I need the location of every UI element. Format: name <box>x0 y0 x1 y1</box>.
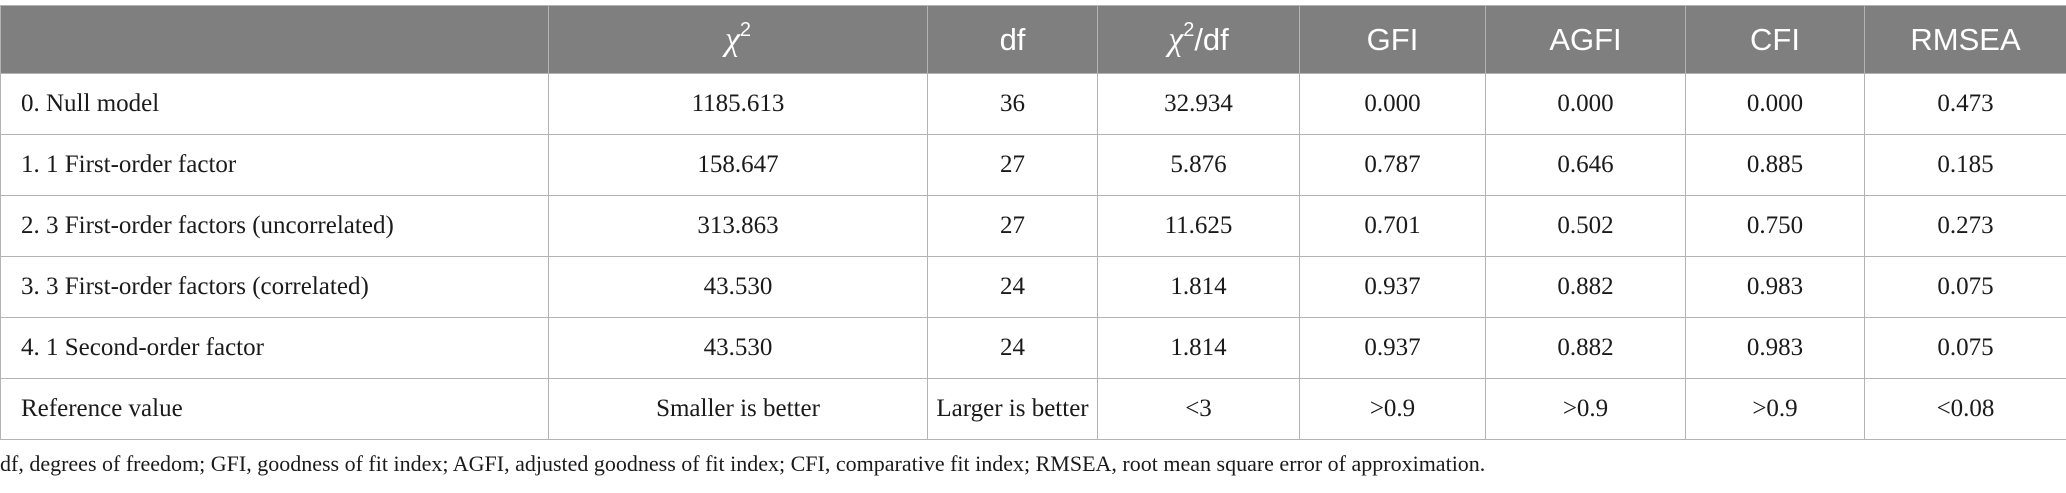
row-label: 1. 1 First-order factor <box>0 134 549 196</box>
chi-superscript: 2 <box>1183 19 1195 42</box>
cell-rmsea: 0.185 <box>1864 134 2066 196</box>
row-label: Reference value <box>0 378 549 440</box>
chi-superscript: 2 <box>739 19 752 42</box>
table-row: 0. Null model 1185.613 36 32.934 0.000 0… <box>0 73 2066 135</box>
row-label: 2. 3 First-order factors (uncorrelated) <box>0 195 549 257</box>
cell-chi-square-df: 1.814 <box>1097 256 1300 318</box>
cell-chi-square-df: 11.625 <box>1097 195 1300 257</box>
cell-chi-square-df: 32.934 <box>1097 73 1300 135</box>
cell-chi-square: Smaller is better <box>548 378 928 440</box>
header-chi-square-df: χ2/df <box>1097 5 1300 74</box>
reference-row: Reference value Smaller is better Larger… <box>0 378 2066 440</box>
cell-chi-square-df: <3 <box>1097 378 1300 440</box>
cell-agfi: 0.000 <box>1485 73 1686 135</box>
cell-rmsea: <0.08 <box>1864 378 2066 440</box>
cell-chi-square: 43.530 <box>548 317 928 379</box>
cell-cfi: >0.9 <box>1685 378 1865 440</box>
cell-agfi: 0.882 <box>1485 256 1686 318</box>
cell-cfi: 0.750 <box>1685 195 1865 257</box>
row-label: 4. 1 Second-order factor <box>0 317 549 379</box>
row-label: 3. 3 First-order factors (correlated) <box>0 256 549 318</box>
model-fit-table: χ2 df χ2/df GFI AGFI CFI RMSEA 0. Null m… <box>0 5 2066 440</box>
cell-chi-square: 313.863 <box>548 195 928 257</box>
table-row: 3. 3 First-order factors (correlated) 43… <box>0 256 2066 318</box>
cell-cfi: 0.885 <box>1685 134 1865 196</box>
cell-agfi: 0.502 <box>1485 195 1686 257</box>
header-df: df <box>927 5 1098 74</box>
cell-chi-square: 158.647 <box>548 134 928 196</box>
ratio-suffix: /df <box>1194 21 1229 57</box>
cell-df: 27 <box>927 134 1098 196</box>
cell-df: 27 <box>927 195 1098 257</box>
header-agfi: AGFI <box>1485 5 1686 74</box>
cell-gfi: 0.701 <box>1299 195 1486 257</box>
cell-chi-square-df: 1.814 <box>1097 317 1300 379</box>
table-row: 2. 3 First-order factors (uncorrelated) … <box>0 195 2066 257</box>
cell-df: 24 <box>927 256 1098 318</box>
cell-agfi: 0.646 <box>1485 134 1686 196</box>
cell-gfi: 0.937 <box>1299 317 1486 379</box>
chi-symbol: χ <box>1168 20 1184 58</box>
row-label: 0. Null model <box>0 73 549 135</box>
cell-gfi: 0.937 <box>1299 256 1486 318</box>
cell-cfi: 0.983 <box>1685 317 1865 379</box>
cell-gfi: 0.000 <box>1299 73 1486 135</box>
cell-rmsea: 0.075 <box>1864 317 2066 379</box>
cell-gfi: >0.9 <box>1299 378 1486 440</box>
cell-rmsea: 0.273 <box>1864 195 2066 257</box>
cell-df: 24 <box>927 317 1098 379</box>
header-gfi: GFI <box>1299 5 1486 74</box>
cell-df: Larger is better <box>927 378 1098 440</box>
cell-rmsea: 0.075 <box>1864 256 2066 318</box>
header-row: χ2 df χ2/df GFI AGFI CFI RMSEA <box>0 5 2066 74</box>
cell-agfi: 0.882 <box>1485 317 1686 379</box>
cell-df: 36 <box>927 73 1098 135</box>
cell-gfi: 0.787 <box>1299 134 1486 196</box>
header-cfi: CFI <box>1685 5 1865 74</box>
table-row: 4. 1 Second-order factor 43.530 24 1.814… <box>0 317 2066 379</box>
header-rmsea: RMSEA <box>1864 5 2066 74</box>
cell-agfi: >0.9 <box>1485 378 1686 440</box>
cell-chi-square: 43.530 <box>548 256 928 318</box>
cell-cfi: 0.983 <box>1685 256 1865 318</box>
cell-chi-square: 1185.613 <box>548 73 928 135</box>
table-row: 1. 1 First-order factor 158.647 27 5.876… <box>0 134 2066 196</box>
chi-symbol: χ <box>724 20 740 58</box>
cell-chi-square-df: 5.876 <box>1097 134 1300 196</box>
table-footnote: df, degrees of freedom; GFI, goodness of… <box>0 451 1486 476</box>
cell-cfi: 0.000 <box>1685 73 1865 135</box>
header-model <box>0 5 549 74</box>
header-chi-square: χ2 <box>548 5 928 74</box>
cell-rmsea: 0.473 <box>1864 73 2066 135</box>
